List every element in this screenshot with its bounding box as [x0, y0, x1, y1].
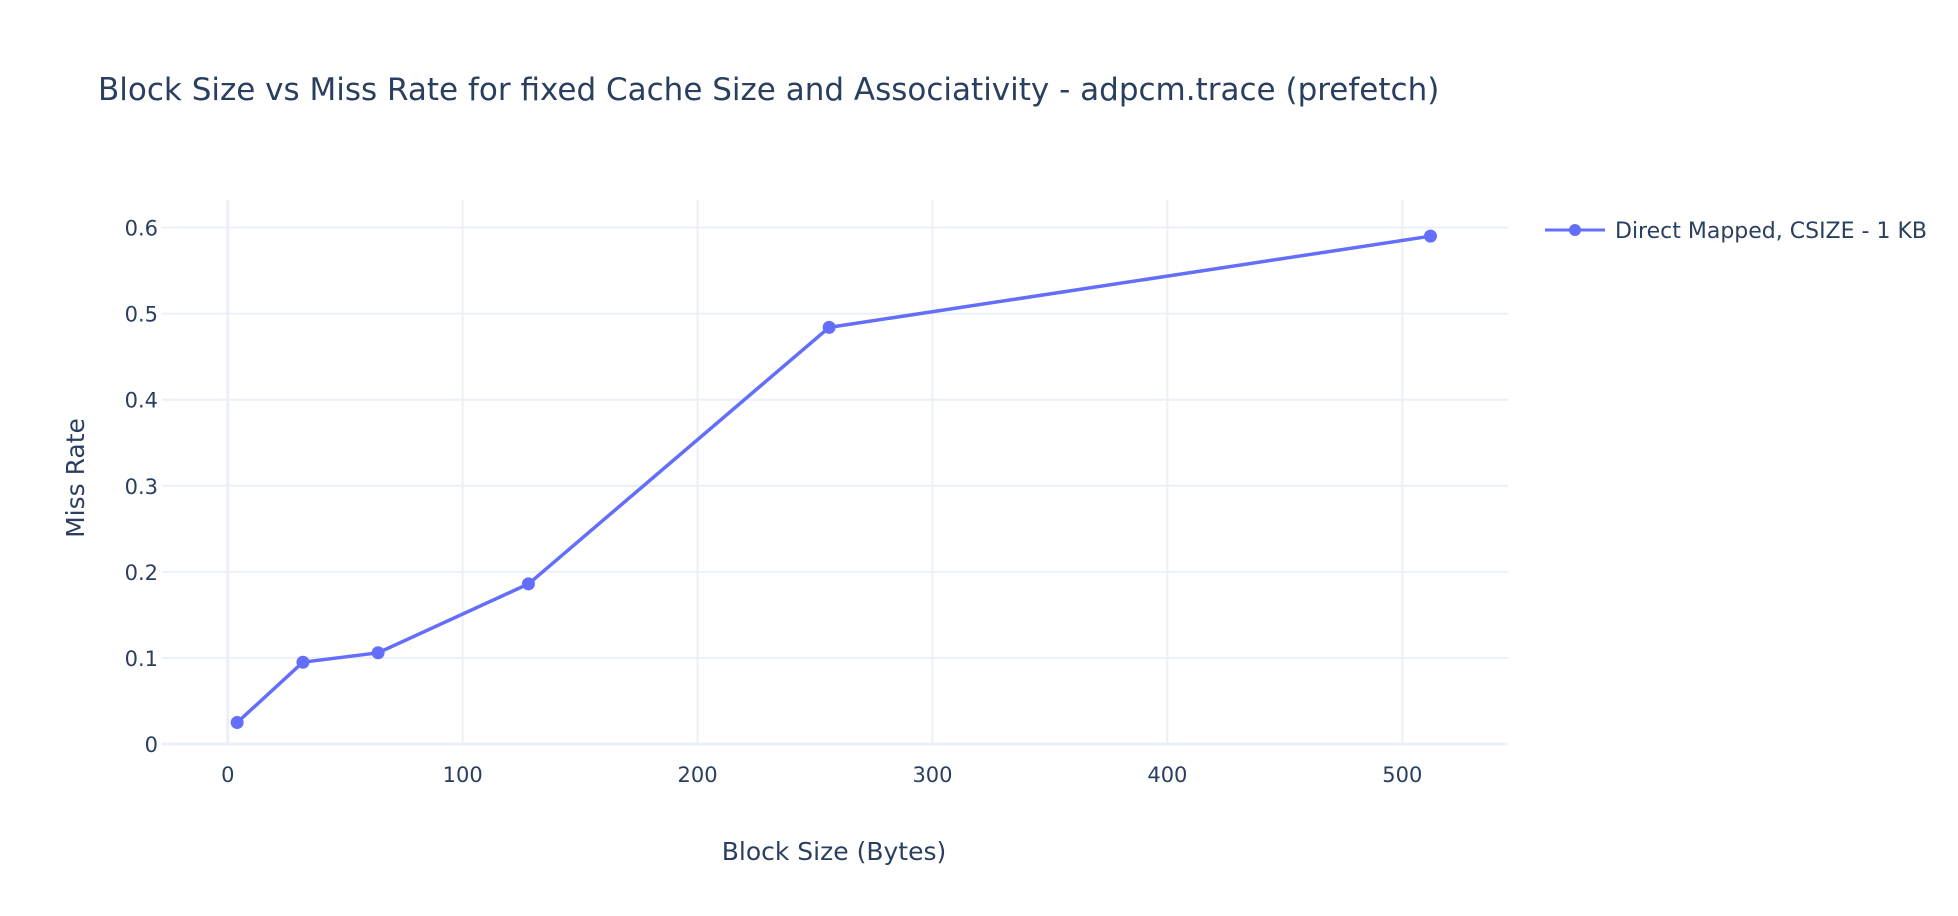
y-tick-label: 0.4: [125, 389, 158, 413]
data-point[interactable]: [521, 577, 535, 591]
y-axis-title: Miss Rate: [61, 418, 90, 538]
x-tick-label: 200: [678, 763, 718, 787]
chart-title: Block Size vs Miss Rate for fixed Cache …: [98, 72, 1439, 108]
x-tick-label: 0: [221, 763, 234, 787]
legend-marker-swatch: [1569, 224, 1581, 236]
plot-area: 0 100 200 300 400 500 0 0.1 0.2 0.3 0.4 0.5 0.6: [125, 200, 1508, 787]
series-line: [236, 234, 1431, 724]
y-tick-label: 0.3: [125, 475, 158, 499]
data-point[interactable]: [230, 715, 244, 729]
y-tick-label: 0.5: [125, 303, 158, 327]
y-tick-label: 0.6: [125, 217, 158, 241]
x-tick-label: 300: [912, 763, 952, 787]
legend[interactable]: Direct Mapped, CSIZE - 1 KB: [1545, 219, 1927, 244]
y-tick-label: 0: [145, 733, 158, 757]
data-point[interactable]: [822, 320, 836, 334]
axis-ticks: 0 100 200 300 400 500 0 0.1 0.2 0.3 0.4 0.5 0.6: [125, 217, 1423, 787]
data-point[interactable]: [296, 655, 310, 669]
grid: [162, 200, 1508, 746]
x-tick-label: 100: [443, 763, 483, 787]
y-tick-label: 0.1: [125, 647, 158, 671]
x-axis-title: Block Size (Bytes): [722, 837, 947, 866]
y-tick-label: 0.2: [125, 561, 158, 585]
series-layer: [230, 229, 1437, 729]
x-tick-label: 400: [1147, 763, 1187, 787]
data-point[interactable]: [1423, 229, 1437, 243]
data-point[interactable]: [371, 646, 385, 660]
legend-label: Direct Mapped, CSIZE - 1 KB: [1615, 219, 1927, 244]
x-tick-label: 500: [1382, 763, 1422, 787]
